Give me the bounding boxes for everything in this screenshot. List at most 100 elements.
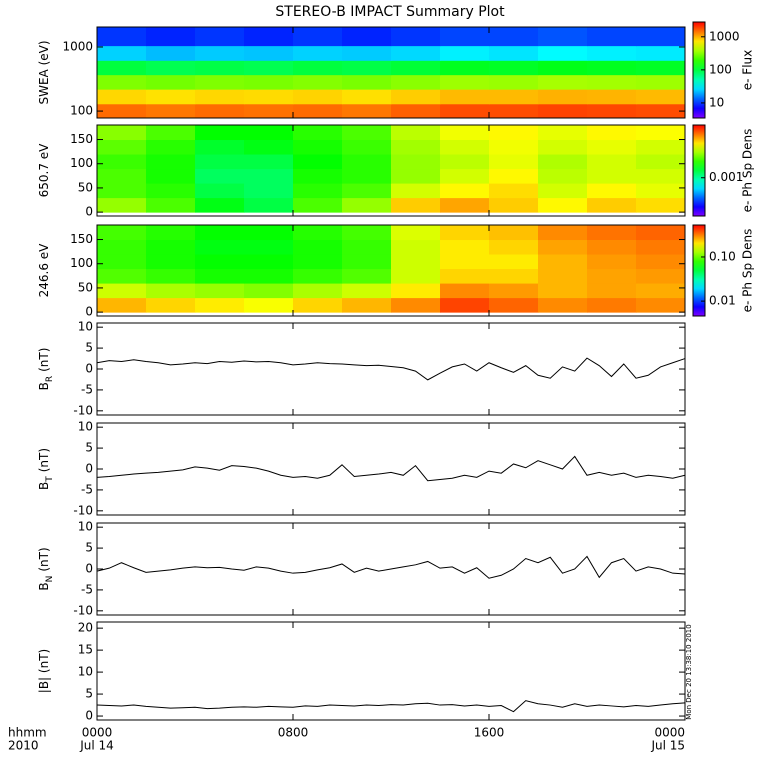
heatmap-cell — [97, 125, 147, 141]
heatmap-cell — [440, 125, 490, 141]
heatmap-cell — [146, 297, 196, 313]
heatmap-cell — [538, 197, 588, 213]
heatmap-cell — [97, 45, 147, 61]
heatmap-cell — [538, 139, 588, 155]
y-label-unit: (nT) — [37, 547, 51, 571]
heatmap-cell — [538, 103, 588, 118]
y-tick-label: 15 — [78, 643, 93, 657]
heatmap-cell — [146, 182, 196, 199]
heatmap-cell — [293, 253, 343, 270]
heatmap-cell — [195, 45, 245, 61]
heatmap-cell — [391, 45, 441, 61]
heatmap-cell — [440, 59, 490, 76]
heatmap-cell — [538, 74, 588, 90]
heatmap-cell — [146, 225, 196, 241]
y-tick-label: 10 — [78, 520, 93, 534]
heatmap-cell — [97, 88, 147, 105]
x-tick-label: 0000 — [82, 726, 113, 740]
heatmap-cell — [440, 197, 490, 213]
heatmap-cell — [587, 103, 637, 118]
heatmap-cell — [97, 139, 147, 155]
y-tick-label: -5 — [81, 582, 93, 596]
heatmap-cell — [440, 103, 490, 118]
heatmap-cell — [587, 253, 637, 270]
colorbar-label: e- Flux — [741, 50, 755, 90]
colorbar — [692, 224, 706, 317]
heatmap-cell — [538, 225, 588, 241]
y-label-main: |B| (nT) — [37, 649, 51, 693]
y-label-main: 246.6 eV — [37, 243, 51, 298]
y-tick-label: 0 — [85, 709, 93, 723]
y-label-sub: N — [45, 576, 55, 583]
heatmap-cell — [97, 253, 147, 270]
heatmap-cell — [293, 197, 343, 213]
heatmap-cell — [195, 27, 245, 47]
y-tick-label: 10 — [78, 420, 93, 434]
data-line — [96, 455, 686, 482]
heatmap-cell — [293, 88, 343, 105]
heatmap-cell — [244, 74, 294, 90]
heatmap-cell — [293, 153, 343, 170]
heatmap-cell — [636, 197, 685, 213]
heatmap-cell — [489, 268, 539, 284]
colorbar-tick-label: 100 — [709, 62, 732, 76]
colorbar-label: e- Ph Sp Dens — [741, 129, 755, 213]
y-label-main: SWEA (eV) — [37, 40, 51, 104]
heatmap — [97, 225, 685, 313]
heatmap-cell — [538, 88, 588, 105]
heatmap-cell — [293, 225, 343, 241]
heatmap-cell — [636, 139, 685, 155]
heatmap-cell — [636, 27, 685, 47]
y-tick-label: 150 — [70, 232, 93, 246]
colorbar — [692, 124, 706, 217]
x-date-label: Jul 14 — [79, 739, 114, 753]
heatmap-cell — [293, 239, 343, 255]
heatmap-cell — [391, 239, 441, 255]
y-tick-label: 0 — [85, 362, 93, 376]
heatmap-cell — [146, 139, 196, 155]
heatmap — [97, 125, 685, 213]
heatmap-cell — [293, 74, 343, 90]
heatmap-cell — [440, 88, 490, 105]
heatmap-cell — [293, 282, 343, 299]
x-tick-label: 0800 — [278, 726, 309, 740]
x-tick-label: 1600 — [474, 726, 505, 740]
heatmap-cell — [342, 27, 392, 47]
heatmap-cell — [97, 197, 147, 213]
heatmap-cell — [489, 27, 539, 47]
y-tick-label: 150 — [70, 132, 93, 146]
y-tick-label: 0 — [85, 562, 93, 576]
heatmap-cell — [489, 59, 539, 76]
heatmap-cell — [293, 45, 343, 61]
panel-frame — [96, 124, 686, 217]
heatmap-cell — [293, 27, 343, 47]
heatmap-cell — [195, 197, 245, 213]
y-tick-label: 10 — [78, 320, 93, 334]
panel-frame — [96, 224, 686, 317]
heatmap-cell — [489, 297, 539, 313]
heatmap-cell — [636, 59, 685, 76]
heatmap-cell — [342, 253, 392, 270]
heatmap-cell — [342, 168, 392, 184]
heatmap-cell — [244, 139, 294, 155]
heatmap-cell — [587, 74, 637, 90]
y-tick-label: -10 — [73, 603, 93, 617]
heatmap-cell — [195, 153, 245, 170]
heatmap-cell — [391, 74, 441, 90]
heatmap-cell — [146, 268, 196, 284]
heatmap-cell — [195, 139, 245, 155]
heatmap-cell — [391, 59, 441, 76]
heatmap-cell — [146, 239, 196, 255]
heatmap-cell — [587, 59, 637, 76]
heatmap-cell — [489, 74, 539, 90]
panel-frame — [96, 26, 686, 119]
colorbar-tick-label: 10 — [709, 95, 724, 109]
heatmap-cell — [244, 45, 294, 61]
heatmap-cell — [587, 268, 637, 284]
heatmap-cell — [489, 197, 539, 213]
heatmap-cell — [195, 74, 245, 90]
heatmap-cell — [391, 182, 441, 199]
heatmap-cell — [587, 45, 637, 61]
data-line — [96, 555, 686, 579]
heatmap-cell — [538, 268, 588, 284]
